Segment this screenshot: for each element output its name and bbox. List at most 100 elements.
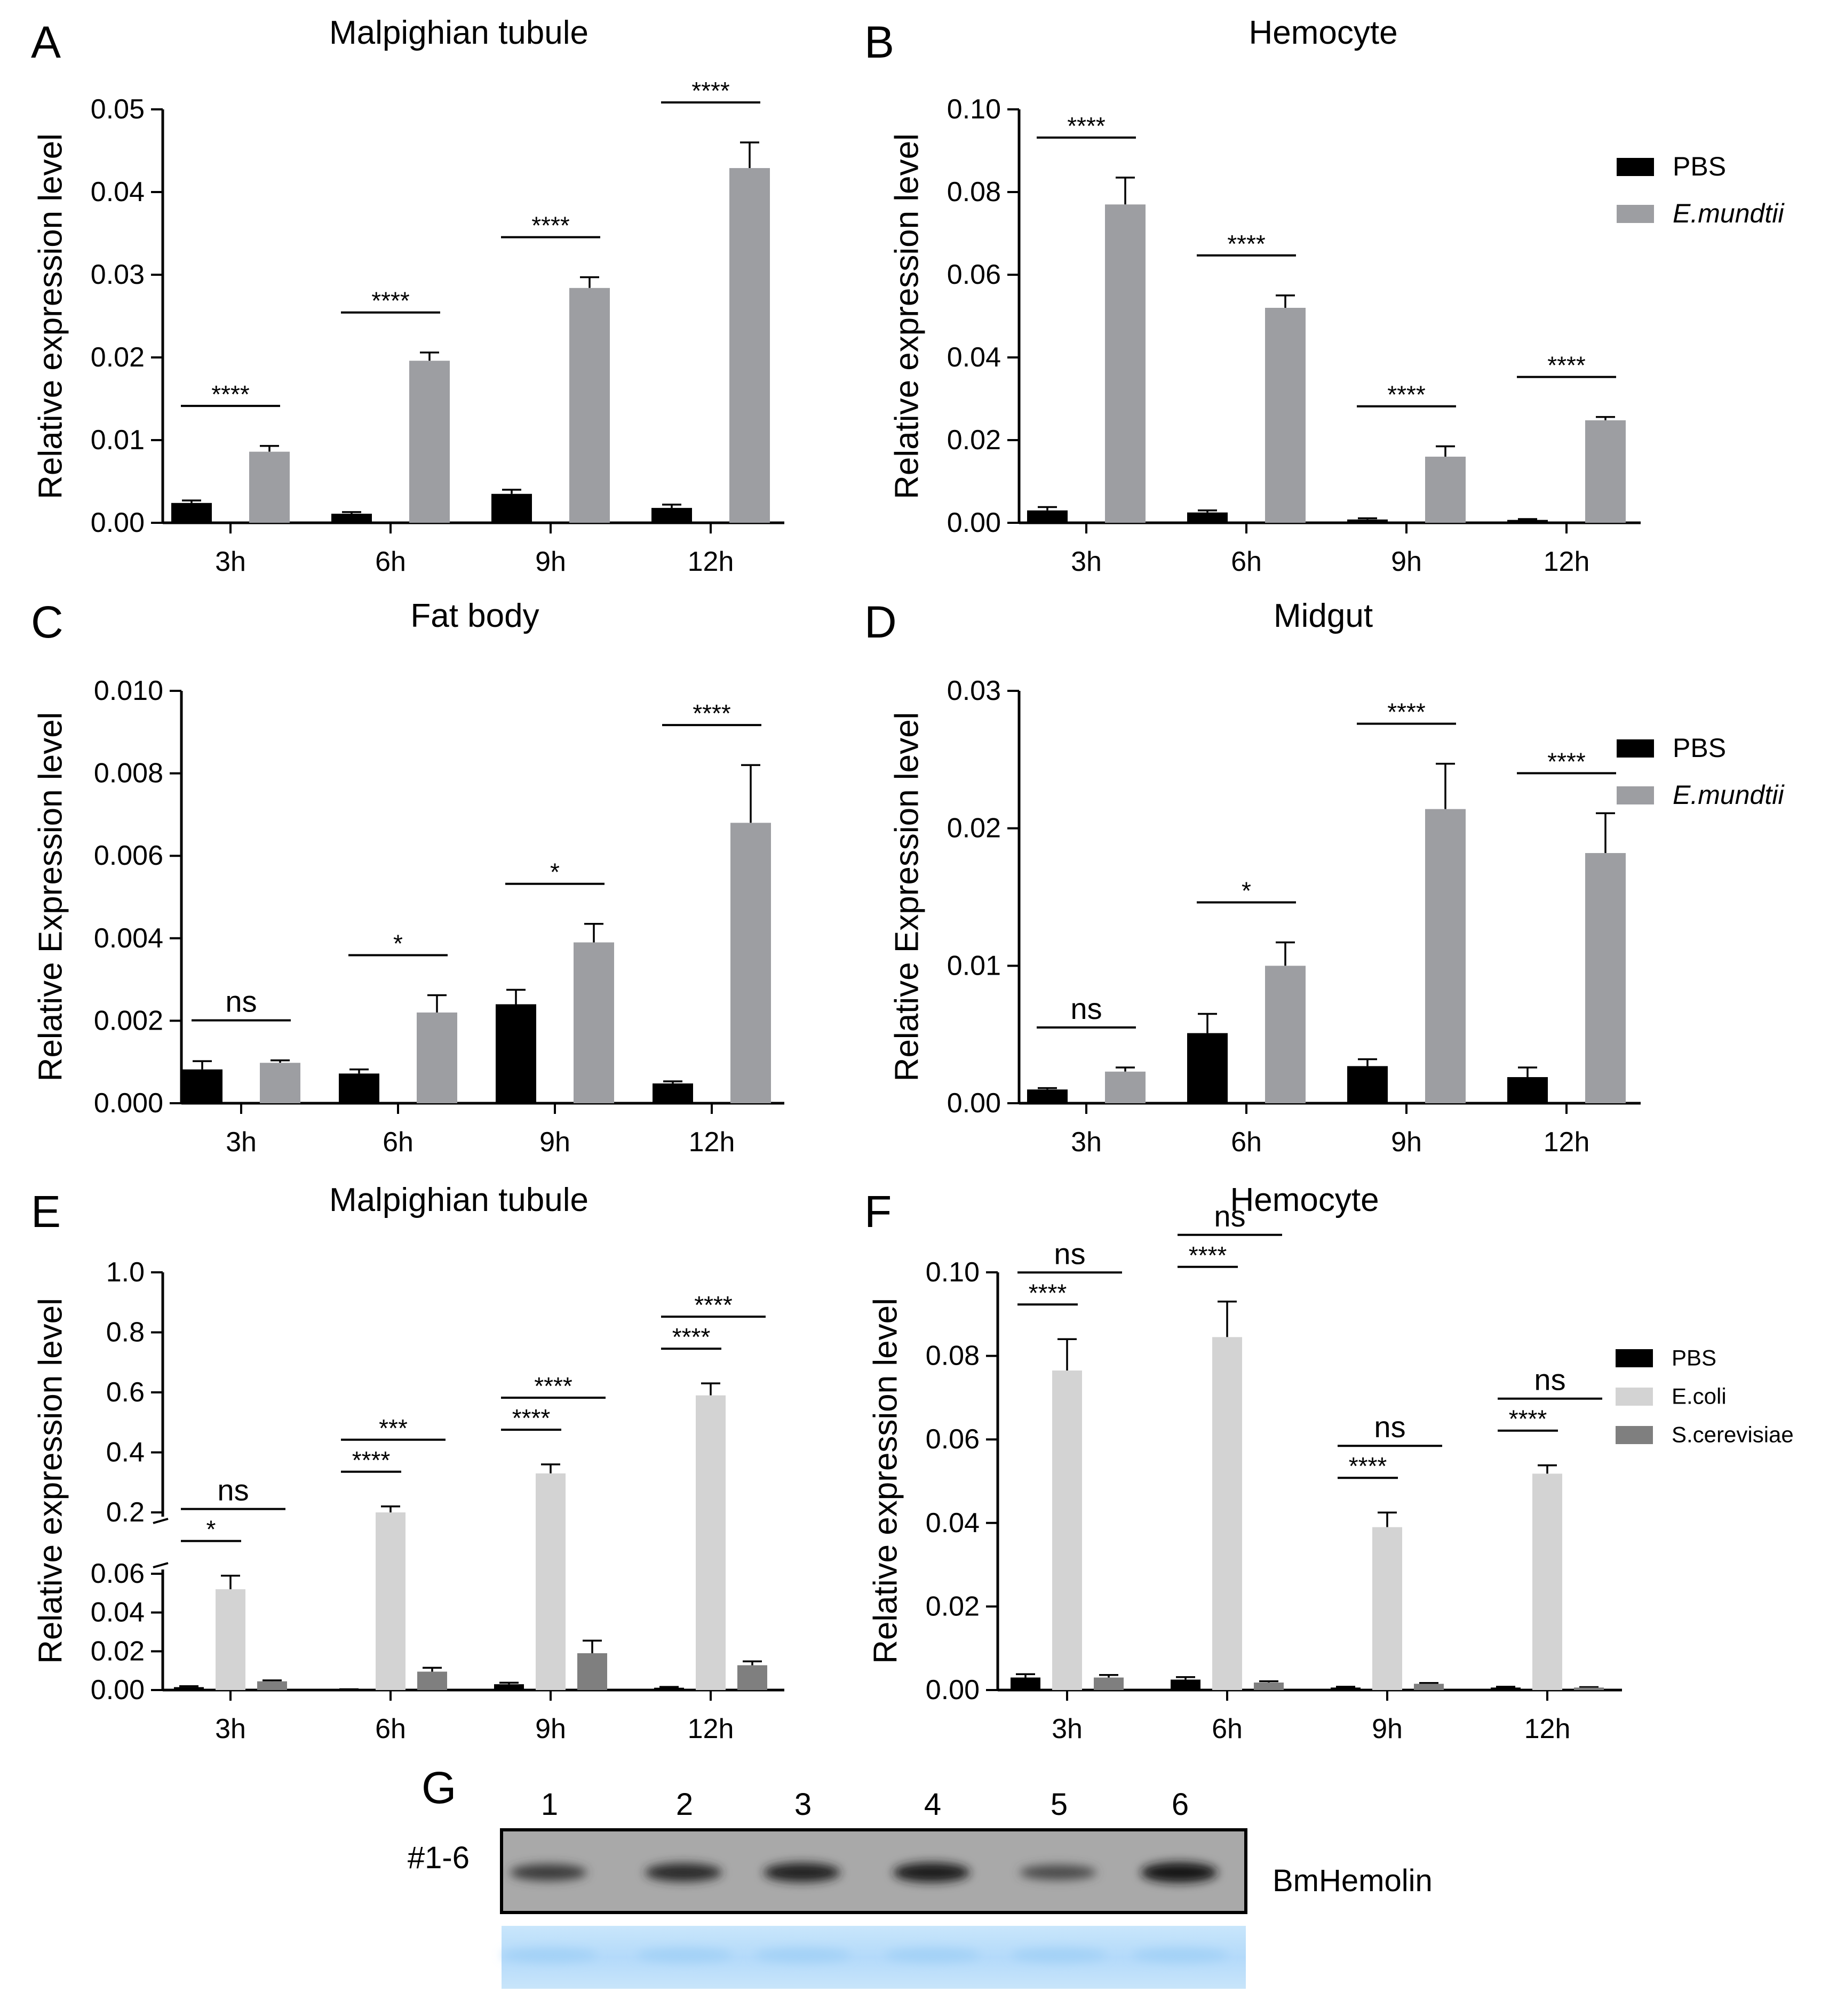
y-tick-label: 0.04	[91, 177, 145, 208]
legend-label: S.cerevisiae	[1672, 1422, 1794, 1447]
lane-label: 1	[541, 1787, 558, 1822]
bar-emundtii-12h	[1585, 420, 1626, 523]
legend-label: PBS	[1672, 1345, 1716, 1370]
significance-label: ns	[1374, 1410, 1405, 1444]
bar-pbs-9h	[491, 493, 532, 523]
legend: PBS E.mundtii	[1617, 152, 1785, 228]
bar-pbs-3h	[171, 503, 212, 523]
significance-label: ****	[1547, 352, 1586, 379]
y-tick-label: 0.02	[947, 813, 1001, 844]
significance-label: ns	[217, 1473, 249, 1507]
bar-ecoli-12h	[696, 1395, 726, 1690]
bar-scerevisiae-12h	[1574, 1687, 1604, 1690]
y-tick-label: 0.2	[106, 1497, 145, 1528]
x-tick-label: 12h	[1544, 1127, 1590, 1158]
x-tick-label: 9h	[535, 546, 566, 577]
panel-b: B Hemocyte Relative expression level 0.00 0.…	[864, 14, 1785, 577]
panel-letter-g: G	[422, 1763, 456, 1813]
y-tick-label: 0.03	[947, 675, 1001, 706]
y-tick-label: 0.10	[947, 94, 1001, 125]
significance-label: ****	[691, 77, 730, 105]
significance-label: ****	[1189, 1241, 1227, 1269]
bar-pbs-3h	[1027, 510, 1068, 523]
lane-label: 6	[1172, 1787, 1189, 1822]
x-tick-label: 3h	[1071, 1127, 1102, 1158]
blot-membrane	[500, 1828, 1247, 1914]
legend-swatch	[1617, 739, 1654, 758]
panel-title: Malpighian tubule	[329, 1182, 589, 1218]
bar-ecoli-6h	[376, 1512, 405, 1690]
y-tick-label: 0.08	[947, 177, 1001, 208]
bar-emundtii-12h	[729, 168, 770, 523]
significance-label: ****	[1227, 230, 1266, 258]
y-tick-label: 0.01	[947, 950, 1001, 981]
panel-a: A Malpighian tubule Relative expression le…	[31, 14, 784, 577]
y-axis-label: Relative Expression level	[889, 712, 926, 1082]
y-tick-label: 0.02	[947, 425, 1001, 456]
significance-label: ****	[512, 1404, 551, 1432]
y-tick-label: 0.8	[106, 1317, 145, 1348]
legend-swatch	[1617, 205, 1654, 223]
panel-d: D Midgut Relative Expression level 0.00 0.01…	[864, 597, 1785, 1158]
bar-emundtii-3h	[1105, 1071, 1146, 1103]
panel-title: Fat body	[410, 597, 539, 634]
y-tick-label: 0.000	[94, 1088, 163, 1119]
significance-label: *	[550, 858, 560, 886]
x-tick-label: 12h	[1544, 546, 1590, 577]
y-axis-label: Relative expression level	[33, 133, 69, 499]
bar-pbs-6h	[1187, 512, 1228, 523]
y-tick-label: 0.006	[94, 840, 163, 871]
y-tick-label: 0.02	[91, 1636, 145, 1667]
panel-letter-f: F	[864, 1186, 892, 1237]
x-tick-label: 12h	[1524, 1714, 1571, 1744]
bar-pbs-9h	[494, 1684, 524, 1690]
x-tick-label: 9h	[535, 1714, 566, 1744]
significance-label: *	[206, 1516, 216, 1543]
blot-band	[510, 1864, 587, 1881]
bar-scerevisiae-6h	[417, 1671, 447, 1690]
significance-label: ****	[1029, 1279, 1067, 1306]
y-tick-label: 0.02	[91, 342, 145, 373]
bar-scerevisiae-12h	[737, 1665, 767, 1690]
y-tick-label: 0.00	[947, 1088, 1001, 1119]
y-tick-label: 0.06	[926, 1424, 980, 1455]
sample-label: #1-6	[408, 1840, 470, 1875]
bar-pbs-3h	[1011, 1677, 1040, 1690]
y-tick-label: 0.00	[91, 1675, 145, 1706]
x-tick-label: 6h	[1231, 1127, 1262, 1158]
bar-emundtii-12h	[730, 823, 771, 1103]
significance-label: ns	[1054, 1237, 1085, 1270]
bar-ecoli-12h	[1532, 1473, 1562, 1690]
significance-label: ****	[534, 1372, 572, 1400]
bar-scerevisiae-9h	[577, 1653, 607, 1690]
y-tick-label: 0.04	[91, 1597, 145, 1628]
bar-pbs-6h	[1171, 1679, 1200, 1690]
y-tick-label: 0.06	[947, 259, 1001, 290]
bar-scerevisiae-6h	[1254, 1682, 1284, 1690]
bar-pbs-12h	[651, 508, 692, 523]
significance-label: ****	[371, 287, 410, 315]
significance-label: ****	[694, 1291, 733, 1319]
x-tick-label: 6h	[383, 1127, 413, 1158]
legend-swatch	[1616, 1388, 1653, 1406]
loading-band	[1011, 1948, 1107, 1962]
blot-band	[1020, 1865, 1096, 1880]
panel-letter-a: A	[31, 17, 61, 67]
legend-label: PBS	[1673, 733, 1726, 763]
bar-pbs-12h	[1507, 1077, 1548, 1103]
y-tick-label: 0.4	[106, 1437, 145, 1468]
x-tick-label: 12h	[688, 546, 734, 577]
axis-break-mark	[153, 1562, 169, 1568]
bar-emundtii-6h	[1265, 308, 1306, 523]
bar-pbs-6h	[1187, 1033, 1228, 1103]
bar-scerevisiae-3h	[1094, 1677, 1124, 1690]
panel-e: E Malpighian tubule Relative expression le…	[31, 1182, 784, 1744]
significance-label: *	[393, 929, 403, 957]
bar-scerevisiae-3h	[257, 1681, 287, 1690]
bar-ecoli-3h	[216, 1589, 245, 1690]
bar-emundtii-3h	[249, 451, 290, 523]
y-tick-label: 0.00	[947, 507, 1001, 538]
y-tick-label: 1.0	[106, 1257, 145, 1288]
panel-c: C Fat body Relative Expression level 0.000 0…	[31, 597, 784, 1158]
bar-ecoli-3h	[1052, 1370, 1082, 1690]
